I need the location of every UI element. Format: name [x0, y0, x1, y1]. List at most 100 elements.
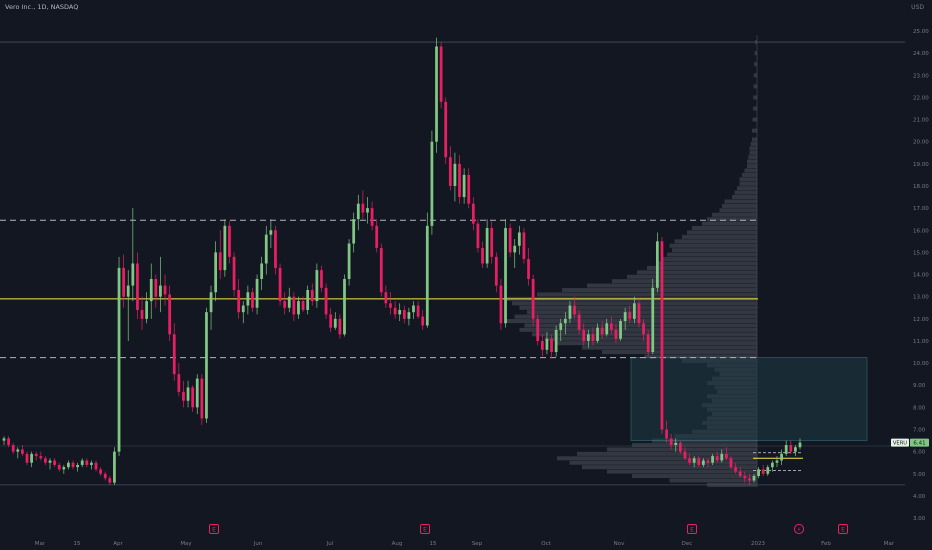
candle-body: [416, 305, 420, 317]
candle-body: [366, 208, 369, 213]
profile-bar: [748, 155, 757, 160]
candle-body: [218, 252, 222, 271]
candle-body: [591, 334, 595, 341]
candle-body: [251, 292, 254, 308]
y-tick-label: 19.00: [913, 162, 929, 168]
profile-bar: [582, 345, 757, 350]
profile-bar: [524, 323, 757, 328]
earnings-marker-box: [420, 524, 430, 534]
profile-bar: [674, 239, 757, 244]
profile-bar: [557, 341, 757, 346]
profile-bar: [577, 451, 757, 456]
profile-bar: [507, 319, 757, 324]
candle-body: [725, 453, 728, 459]
candle-body: [444, 101, 448, 158]
profile-bar: [607, 469, 757, 474]
candle-body: [269, 230, 273, 235]
candle-body: [393, 307, 397, 315]
profile-bar: [702, 221, 757, 226]
x-tick-label: Apr: [113, 541, 123, 547]
x-tick-label: Feb: [821, 541, 831, 547]
y-tick-label: 17.00: [913, 206, 929, 212]
candle-body: [140, 309, 144, 319]
candle-body: [85, 460, 89, 465]
candle-body: [361, 203, 365, 213]
candle-body: [237, 290, 241, 313]
y-tick-label: 9.00: [913, 383, 926, 389]
candle-body: [136, 263, 139, 310]
candle-body: [343, 278, 346, 335]
candle-body: [748, 478, 751, 481]
profile-bar: [719, 208, 757, 213]
candle-body: [255, 278, 259, 308]
candle-body: [550, 338, 553, 353]
candle-body: [402, 309, 406, 319]
candle-body: [338, 318, 342, 335]
candle-body: [582, 329, 586, 341]
candle-body: [80, 460, 84, 465]
profile-bar: [732, 195, 757, 200]
candle-body: [57, 464, 61, 470]
candle-body: [301, 301, 305, 310]
profile-bar: [752, 137, 757, 142]
profile-bar: [667, 252, 757, 257]
candle-body: [94, 462, 98, 470]
candle-body: [209, 292, 213, 313]
candle-body: [232, 256, 236, 291]
event-marker: E: [209, 524, 219, 534]
x-tick-label: Aug: [392, 541, 403, 547]
candle-body: [522, 232, 526, 260]
candle-body: [292, 296, 296, 315]
time-axis: Mar 15 Apr May Jun Jul Aug 15 Sep Oct Nov Dec 2023 Fe…: [35, 541, 895, 547]
profile-bar: [722, 203, 757, 208]
profile-bar: [647, 265, 757, 270]
candle-body: [370, 208, 374, 226]
profile-bar: [739, 181, 757, 186]
candle-body: [651, 287, 655, 353]
candle-body: [794, 447, 797, 452]
profile-bar: [672, 248, 757, 253]
candle-body: [761, 469, 765, 474]
profile-bar: [742, 172, 757, 177]
candle-body: [577, 314, 581, 330]
event-markers: E E E ⚡ E: [209, 523, 848, 535]
profile-bar: [582, 465, 757, 470]
profile-bar: [692, 226, 757, 231]
candle-body: [674, 442, 678, 446]
candle-body: [320, 270, 323, 288]
candle-body: [614, 329, 618, 339]
candle-body: [2, 438, 6, 441]
profile-bar: [753, 73, 757, 78]
candle-body: [274, 230, 277, 268]
y-tick-label: 14.00: [913, 273, 929, 279]
target-zone-box: [630, 357, 868, 441]
candle-body: [517, 232, 521, 246]
candle-body: [789, 445, 793, 452]
candle-body: [743, 476, 747, 479]
x-tick-label: Oct: [541, 541, 551, 547]
profile-bar: [687, 230, 757, 235]
candle-body: [223, 225, 227, 271]
candle-body: [660, 241, 664, 430]
profile-bar: [632, 443, 757, 448]
candle-body: [573, 305, 576, 315]
profile-bar: [669, 243, 757, 248]
candle-body: [11, 445, 15, 452]
candle-body: [398, 309, 402, 315]
candle-body: [609, 323, 613, 330]
candle-body: [168, 294, 172, 335]
candle-body: [462, 174, 466, 198]
event-marker-label: E: [423, 527, 427, 534]
profile-bar: [607, 447, 757, 452]
y-tick-label: 12.00: [913, 317, 929, 323]
candle-body: [600, 327, 604, 335]
candle-body: [545, 338, 549, 350]
y-tick-label: 21.00: [913, 118, 929, 124]
candle-body: [504, 228, 507, 324]
candle-body: [16, 449, 20, 452]
candle-body: [205, 312, 208, 419]
y-tick-label: 16.00: [913, 228, 929, 234]
candle-body: [471, 203, 475, 224]
candle-body: [435, 46, 438, 142]
